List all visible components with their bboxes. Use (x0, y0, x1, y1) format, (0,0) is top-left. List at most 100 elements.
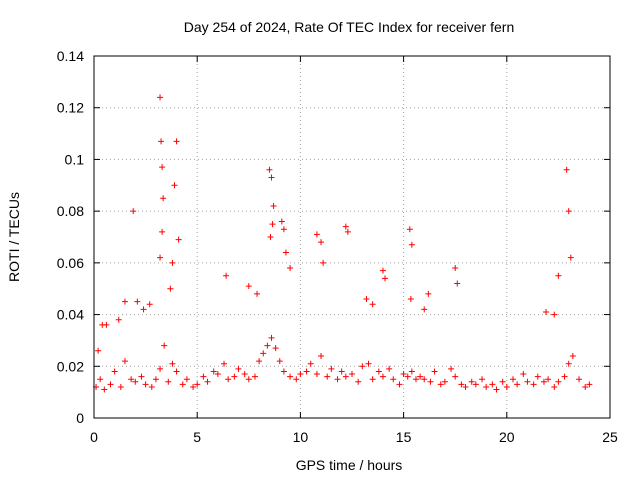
data-point (545, 376, 552, 383)
data-point (287, 373, 294, 380)
data-point (173, 368, 180, 375)
data-point (379, 373, 386, 380)
data-point (452, 373, 459, 380)
data-point (121, 298, 128, 305)
data-point (225, 376, 232, 383)
data-point (472, 381, 479, 388)
data-point (359, 363, 366, 370)
y-tick-label: 0.1 (65, 151, 85, 167)
data-point (520, 371, 527, 378)
data-point (161, 342, 168, 349)
data-point (561, 373, 568, 380)
data-point (400, 371, 407, 378)
y-tick-label: 0.06 (57, 255, 84, 271)
data-point (210, 368, 217, 375)
data-point (396, 381, 403, 388)
data-point (267, 234, 274, 240)
data-point (458, 381, 465, 388)
data-point (115, 316, 122, 323)
x-tick-label: 25 (602, 429, 618, 445)
grid-lines (94, 56, 610, 418)
data-point (479, 376, 486, 383)
data-point (543, 308, 550, 315)
data-point (97, 376, 104, 383)
x-tick-label: 20 (499, 429, 515, 445)
data-point (95, 347, 102, 354)
data-point (375, 368, 382, 375)
data-point (270, 202, 277, 209)
data-point (235, 365, 242, 372)
data-point (179, 381, 186, 388)
data-point (390, 376, 397, 383)
data-point (152, 376, 159, 383)
data-point (567, 254, 574, 261)
data-point (254, 290, 261, 297)
data-point (408, 368, 415, 375)
x-tick-label: 0 (90, 429, 98, 445)
data-point (175, 236, 182, 243)
data-point (167, 285, 174, 292)
data-point (431, 368, 438, 375)
data-point (121, 358, 128, 365)
data-point (190, 383, 197, 390)
y-tick-label: 0.12 (57, 100, 84, 116)
data-point (355, 378, 362, 385)
data-point (408, 241, 415, 248)
data-point (264, 342, 271, 349)
data-point (586, 381, 593, 388)
data-point (551, 311, 558, 318)
data-point (569, 352, 576, 359)
data-point (503, 383, 510, 390)
data-point (437, 381, 444, 388)
data-point (342, 373, 349, 380)
data-point (555, 272, 562, 279)
data-point (223, 272, 230, 279)
data-point (266, 166, 273, 173)
data-point (421, 306, 428, 313)
data-point (287, 265, 294, 272)
data-point (407, 296, 414, 303)
data-point (509, 376, 516, 383)
data-point (200, 373, 207, 380)
data-point (269, 221, 276, 228)
data-point (307, 360, 314, 367)
data-point (563, 166, 570, 173)
data-point (462, 383, 469, 390)
data-point (159, 164, 166, 171)
data-point (427, 378, 434, 385)
data-point (146, 301, 153, 308)
data-point (169, 259, 176, 266)
data-point (99, 321, 106, 328)
data-point (441, 378, 448, 385)
data-point (324, 373, 331, 380)
data-point (406, 226, 413, 233)
data-point (128, 376, 135, 383)
data-point (404, 373, 411, 380)
data-point (369, 376, 376, 383)
data-point (534, 373, 541, 380)
data-point (565, 360, 572, 367)
data-point (297, 371, 304, 378)
data-point (524, 378, 531, 385)
data-point (157, 365, 164, 372)
data-point (138, 373, 145, 380)
data-point (540, 378, 547, 385)
data-point (272, 345, 279, 352)
data-point (344, 228, 351, 235)
data-point (132, 378, 139, 385)
data-point (313, 371, 320, 378)
data-point (221, 360, 228, 367)
data-point (379, 267, 386, 274)
data-point (555, 378, 562, 385)
y-tick-label: 0.02 (57, 358, 84, 374)
data-point (241, 371, 248, 378)
data-point (514, 381, 521, 388)
data-point (251, 373, 258, 380)
data-point (245, 283, 252, 290)
data-point (417, 373, 424, 380)
data-point (313, 231, 320, 238)
data-point (421, 376, 428, 383)
data-point (530, 381, 537, 388)
data-point (349, 371, 355, 378)
